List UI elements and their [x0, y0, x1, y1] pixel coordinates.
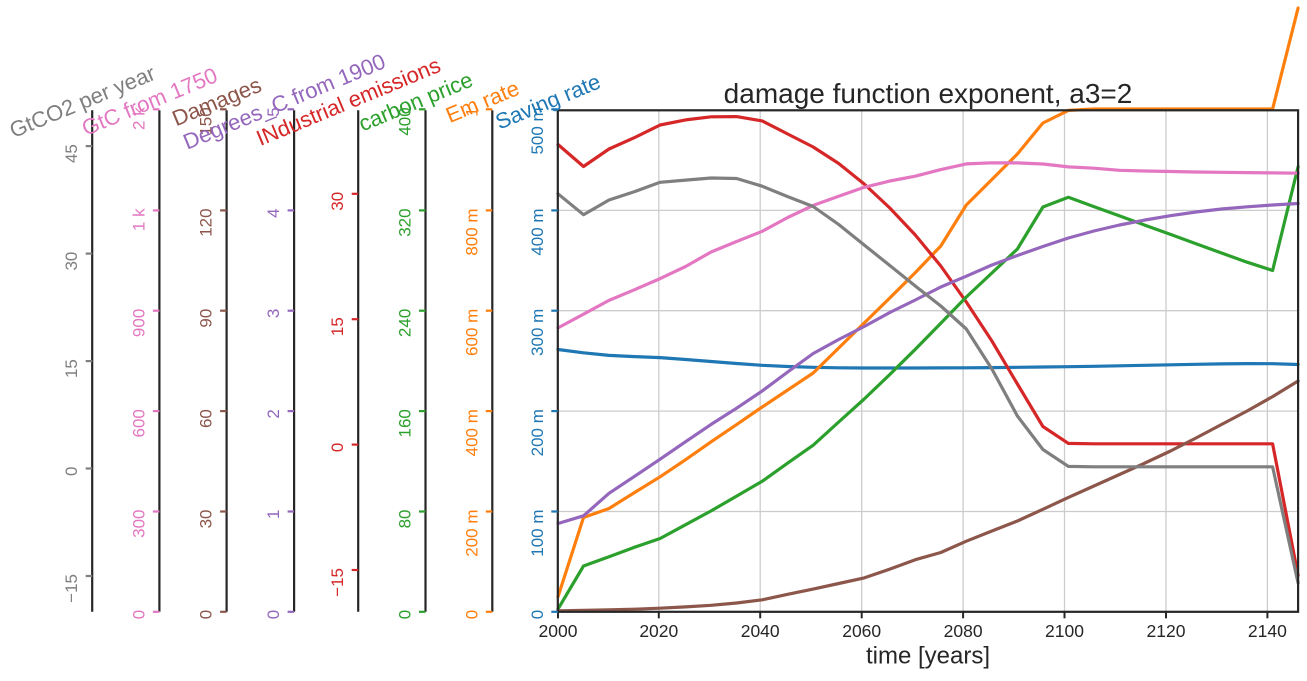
svg-text:0: 0: [462, 610, 481, 619]
svg-text:2120: 2120: [1147, 621, 1186, 641]
svg-text:300: 300: [129, 510, 148, 538]
svg-text:2140: 2140: [1248, 621, 1287, 641]
svg-text:80: 80: [396, 510, 415, 529]
svg-text:0: 0: [528, 610, 547, 619]
svg-text:500 m: 500 m: [528, 107, 547, 154]
svg-text:1: 1: [264, 510, 283, 519]
svg-text:600: 600: [129, 409, 148, 437]
svg-text:0: 0: [197, 610, 216, 619]
svg-text:900: 900: [129, 309, 148, 337]
svg-text:200 m: 200 m: [528, 409, 547, 456]
svg-text:600 m: 600 m: [462, 309, 481, 356]
svg-text:15: 15: [328, 317, 347, 336]
svg-text:1 k: 1 k: [129, 208, 148, 231]
svg-text:30: 30: [328, 192, 347, 211]
svg-text:−15: −15: [328, 568, 347, 597]
svg-text:2020: 2020: [639, 621, 678, 641]
svg-text:150: 150: [197, 107, 216, 135]
svg-text:800 m: 800 m: [462, 208, 481, 255]
svg-text:0: 0: [129, 610, 148, 619]
svg-text:400 m: 400 m: [528, 208, 547, 255]
svg-text:2: 2: [264, 409, 283, 418]
svg-text:−15: −15: [62, 574, 81, 603]
svg-text:2000: 2000: [539, 621, 578, 641]
svg-text:200 m: 200 m: [462, 510, 481, 557]
svg-text:5: 5: [264, 107, 283, 116]
svg-text:2060: 2060: [842, 621, 881, 641]
svg-text:240: 240: [396, 309, 415, 337]
svg-text:damage function exponent, a3=2: damage function exponent, a3=2: [724, 78, 1133, 109]
svg-text:400 m: 400 m: [462, 409, 481, 456]
svg-text:4: 4: [264, 208, 283, 217]
svg-text:100 m: 100 m: [528, 510, 547, 557]
svg-text:30: 30: [62, 252, 81, 271]
svg-text:0: 0: [396, 610, 415, 619]
svg-text:2 k: 2 k: [129, 107, 148, 130]
svg-text:30: 30: [197, 510, 216, 529]
svg-text:1: 1: [462, 107, 481, 116]
svg-text:15: 15: [62, 359, 81, 378]
svg-text:time [years]: time [years]: [866, 643, 990, 670]
svg-text:120: 120: [197, 208, 216, 236]
svg-text:320: 320: [396, 208, 415, 236]
svg-text:3: 3: [264, 309, 283, 318]
svg-text:2100: 2100: [1045, 621, 1084, 641]
svg-text:2040: 2040: [741, 621, 780, 641]
svg-text:90: 90: [197, 309, 216, 328]
svg-text:0: 0: [328, 443, 347, 452]
svg-text:45: 45: [62, 144, 81, 163]
svg-text:160: 160: [396, 409, 415, 437]
svg-text:2080: 2080: [944, 621, 983, 641]
svg-text:0: 0: [62, 467, 81, 476]
svg-text:300 m: 300 m: [528, 309, 547, 356]
svg-text:400: 400: [396, 107, 415, 135]
svg-text:60: 60: [197, 409, 216, 428]
svg-text:0: 0: [264, 610, 283, 619]
